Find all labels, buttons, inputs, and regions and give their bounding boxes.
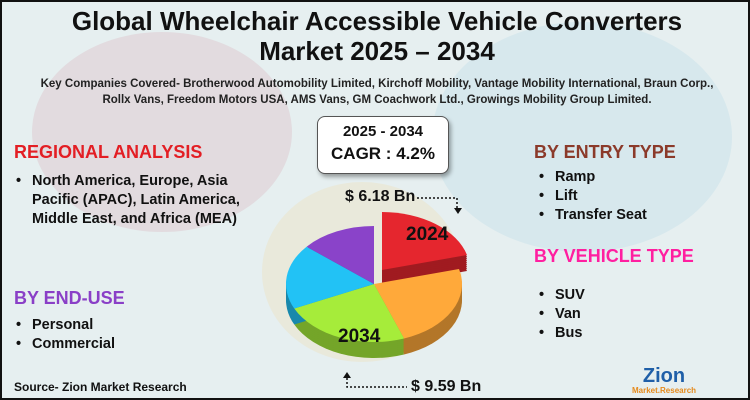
list-item: Van [537, 305, 585, 324]
value-2024: $ 6.18 Bn [345, 188, 416, 205]
regional-heading: REGIONAL ANALYSIS [14, 142, 203, 162]
key-companies: Key Companies Covered- Brotherwood Autom… [40, 78, 714, 106]
source-text: Source- Zion Market Research [14, 380, 187, 394]
pointer-2024 [417, 197, 458, 209]
cagr-value: CAGR : 4.2% [331, 144, 435, 163]
title-line-1: Global Wheelchair Accessible Vehicle Con… [71, 6, 683, 36]
pointer-2034 [346, 378, 407, 388]
zion-logo: Zion Market.Research [632, 366, 696, 395]
cagr-box: 2025 - 2034 CAGR : 4.2% [317, 116, 449, 174]
end-use-heading: BY END-USE [14, 288, 125, 308]
pie-slice [382, 212, 468, 270]
pie-label-2024: 2024 [406, 224, 449, 245]
entry-type-list: Ramp Lift Transfer Seat [537, 168, 647, 225]
regional-list: North America, Europe, Asia Pacific (APA… [14, 172, 244, 229]
list-item: Bus [537, 324, 585, 343]
pie-slice [285, 246, 374, 309]
vehicle-type-heading: BY VEHICLE TYPE [534, 246, 694, 266]
pie-label-2034: 2034 [338, 326, 381, 347]
list-item: SUV [537, 286, 585, 305]
logo-text: Zion [642, 365, 686, 387]
page-title: Global Wheelchair Accessible Vehicle Con… [2, 6, 748, 66]
pie-slice [306, 226, 374, 284]
arrow-down-icon [454, 208, 462, 214]
arrow-up-icon [343, 372, 351, 378]
title-line-2: Market 2025 – 2034 [259, 36, 495, 66]
list-item: Lift [537, 187, 647, 206]
list-item: Commercial [14, 335, 115, 354]
list-item: Personal [14, 316, 115, 335]
list-item: Transfer Seat [537, 206, 647, 225]
list-item: North America, Europe, Asia Pacific (APA… [14, 172, 244, 229]
logo-subtext: Market.Research [632, 386, 697, 395]
vehicle-type-list: SUV Van Bus [537, 286, 585, 343]
entry-type-heading: BY ENTRY TYPE [534, 142, 676, 162]
pie-slice [374, 268, 462, 339]
pie-slice [294, 284, 405, 342]
end-use-list: Personal Commercial [14, 316, 115, 354]
list-item: Ramp [537, 168, 647, 187]
forecast-period: 2025 - 2034 [342, 123, 424, 140]
value-2034: $ 9.59 Bn [411, 378, 482, 395]
